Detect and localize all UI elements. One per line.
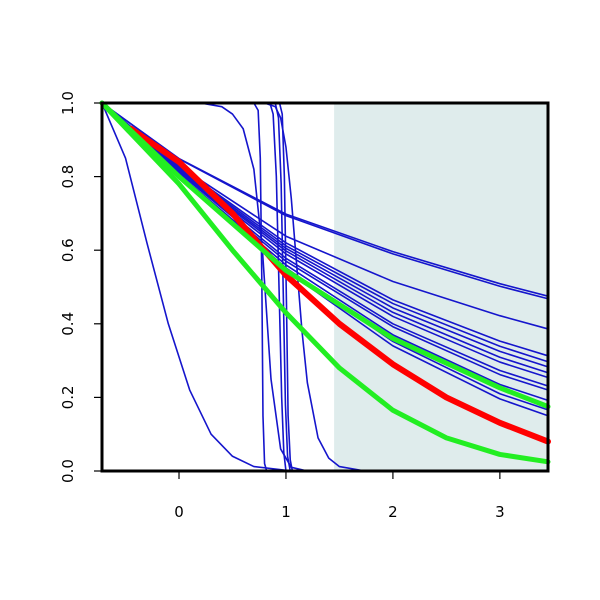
x-tick-label: 2	[388, 503, 398, 521]
x-tick-label: 0	[174, 503, 184, 521]
y-tick-label: 0.4	[59, 312, 77, 336]
red-curve-21	[127, 125, 551, 445]
shaded-region	[334, 103, 548, 471]
y-tick-label: 1.0	[59, 91, 77, 115]
blue-curve-15	[101, 102, 549, 472]
x-tick-label: 3	[495, 503, 505, 521]
green-curve-23	[99, 100, 551, 465]
blue-curve-19	[101, 102, 549, 472]
y-tick-label: 0.0	[59, 459, 77, 483]
y-tick-label: 0.8	[59, 165, 77, 189]
y-axis: 0.0 0.2 0.4 0.6 0.8 1.0	[59, 91, 102, 483]
x-axis: 0 1 2 3	[174, 471, 505, 521]
plot-frame	[100, 101, 550, 473]
y-tick-label: 0.2	[59, 385, 77, 409]
y-tick-label: 0.6	[59, 238, 77, 262]
blue-curve-17	[101, 102, 549, 472]
green-curve-22	[99, 100, 551, 410]
x-tick-label: 1	[281, 503, 291, 521]
